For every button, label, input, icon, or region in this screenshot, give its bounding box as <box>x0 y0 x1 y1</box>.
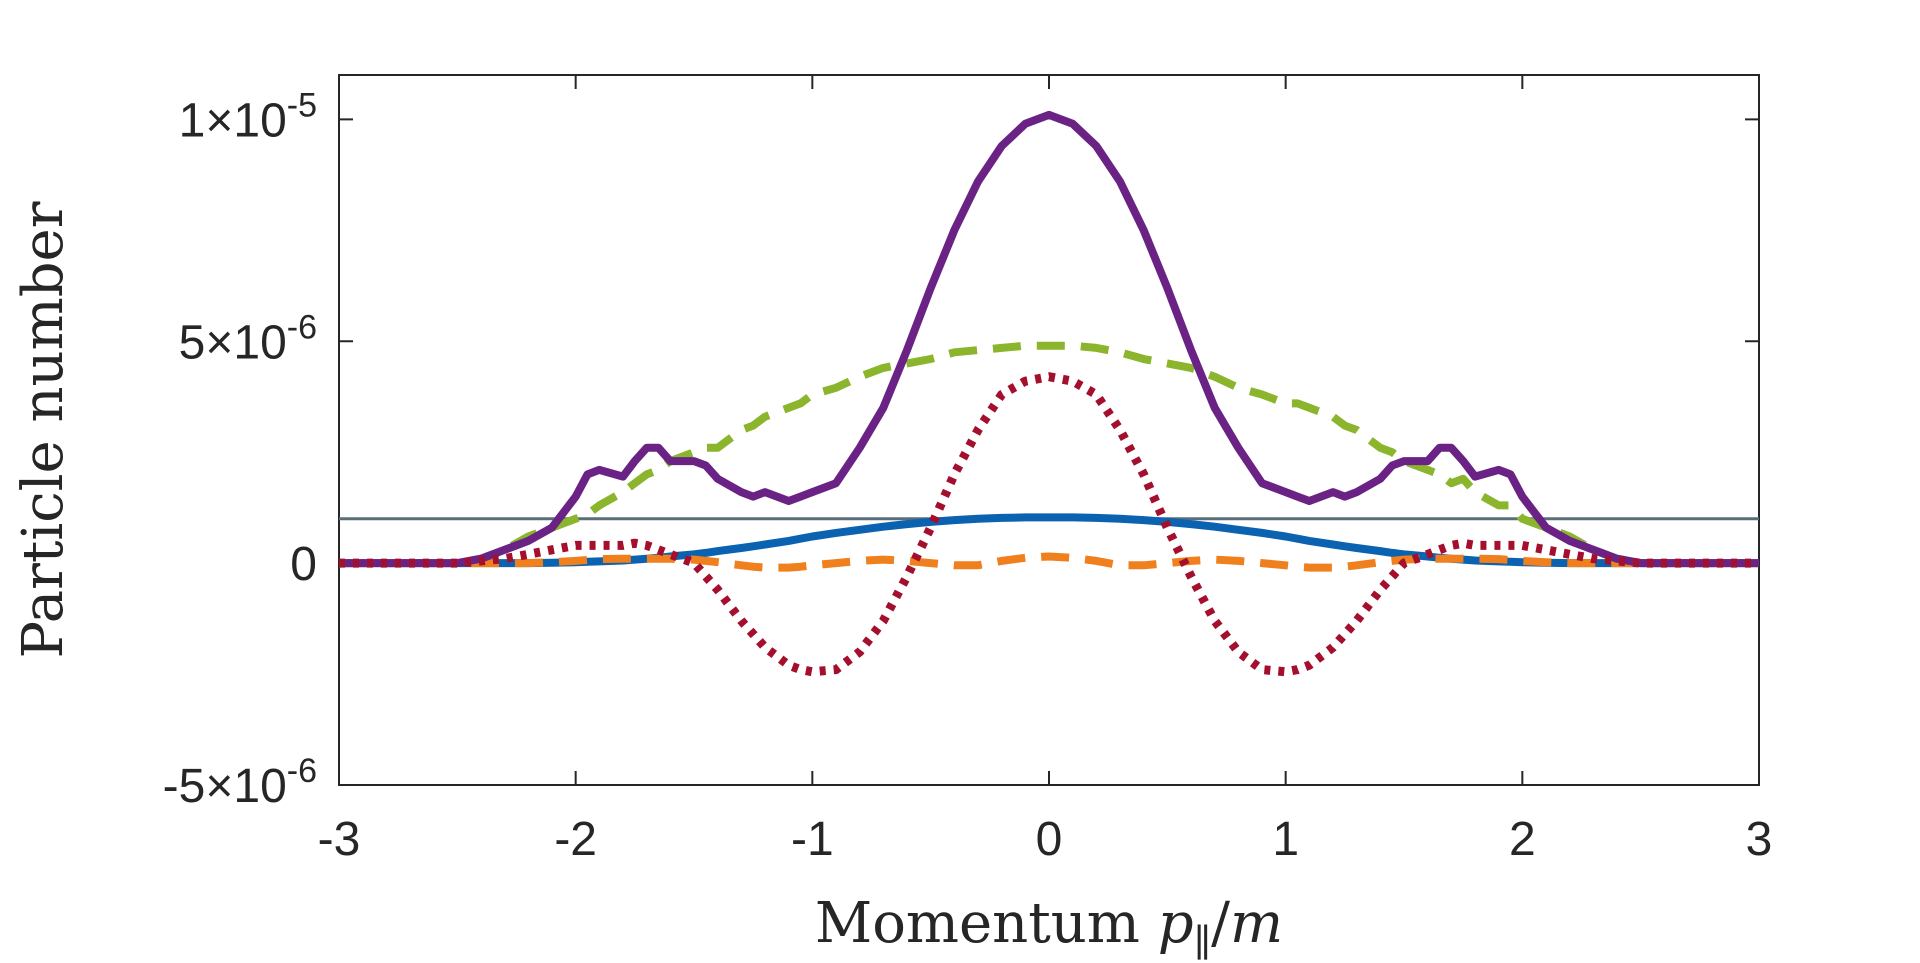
x-tick-label: 1 <box>1272 813 1299 866</box>
y-tick-label: 5×10-6 <box>179 308 317 369</box>
x-tick-label: -1 <box>791 813 834 866</box>
series-layer <box>339 110 1759 677</box>
y-tick-label: -5×10-6 <box>163 752 317 813</box>
x-axis-label: Momentum p∥/m <box>815 891 1283 963</box>
x-tick-label: 3 <box>1746 813 1773 866</box>
y-tick-label: 1×10-5 <box>179 86 317 147</box>
plot-area <box>338 74 1760 786</box>
y-tick-labels: -5×10-6 0 5×10-6 1×10-5 <box>163 86 317 813</box>
series-line-dashed-green <box>339 341 1759 568</box>
x-tick-label: 0 <box>1036 813 1063 866</box>
x-axis-label-prefix: Momentum <box>815 891 1158 956</box>
x-axis-label-subscript: ∥ <box>1194 921 1212 963</box>
y-tick-label: 0 <box>290 538 317 591</box>
series-line-dotted-red <box>339 372 1759 677</box>
series-line-total <box>339 110 1759 568</box>
x-axis-label-suffix: / <box>1211 891 1230 956</box>
x-axis-label-symbol: p <box>1158 891 1194 956</box>
x-tick-labels: -3 -2 -1 0 1 2 3 <box>318 813 1773 866</box>
x-tick-label: -3 <box>318 813 361 866</box>
x-tick-label: 2 <box>1509 813 1536 866</box>
series-line-dashed-orange <box>339 552 1759 572</box>
x-axis-label-symbol2: m <box>1230 891 1283 956</box>
plot-frame <box>338 74 1760 786</box>
y-axis-label: Particle number <box>11 201 76 658</box>
x-tick-label: -2 <box>554 813 597 866</box>
